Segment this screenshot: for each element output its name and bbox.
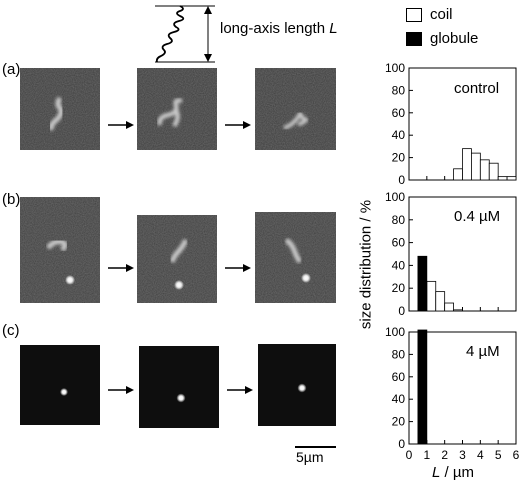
condition-label-4uM: 4 µM bbox=[466, 343, 500, 360]
legend: coil globule bbox=[406, 4, 516, 54]
hist-0-bar-coil-0 bbox=[453, 168, 463, 181]
micrograph-b2 bbox=[137, 215, 217, 303]
schematic-label-text: long-axis length bbox=[220, 20, 330, 37]
arrow-a1-head bbox=[126, 121, 134, 129]
length-arrow-head-bottom bbox=[204, 54, 212, 62]
schematic-label-var: L bbox=[329, 20, 338, 37]
hist-2-ytick-label-5: 100 bbox=[385, 325, 405, 339]
hist-0-ytick-label-4: 80 bbox=[392, 83, 406, 97]
x-axis-label-var: L bbox=[432, 464, 441, 481]
hist-0-ytick-label-3: 60 bbox=[392, 106, 406, 120]
arrow-b1-head bbox=[126, 264, 134, 272]
hist-1-bar-coil-4 bbox=[453, 309, 463, 312]
hist-2-ytick-label-3: 60 bbox=[392, 370, 406, 384]
panel-label-b: (b) bbox=[2, 191, 21, 208]
hist-1-bar-coil-1 bbox=[426, 280, 437, 312]
legend-swatch-globule bbox=[406, 32, 422, 46]
length-arrow-head-top bbox=[204, 6, 212, 14]
legend-swatch-coil bbox=[406, 8, 422, 22]
hist-0-ytick-label-0: 0 bbox=[398, 173, 405, 187]
arrow-c1-head bbox=[126, 386, 134, 394]
micrograph-c1 bbox=[20, 345, 100, 425]
hist-0-ytick-label-2: 40 bbox=[392, 128, 406, 142]
arrow-b2-head bbox=[243, 264, 251, 272]
micrograph-b3 bbox=[255, 212, 336, 303]
hist-1-bar-globule-0 bbox=[417, 255, 428, 312]
hist-1-bar-coil-3 bbox=[444, 302, 454, 312]
hist-1-ytick-label-3: 60 bbox=[392, 236, 406, 250]
hist-0-ytick-label-1: 20 bbox=[392, 151, 406, 165]
hist-1-ytick-label-2: 40 bbox=[392, 258, 406, 272]
hist-2-xtick-label-3: 3 bbox=[459, 448, 466, 462]
hist-2-ytick-label-1: 20 bbox=[392, 415, 406, 429]
micrograph-a3 bbox=[255, 68, 336, 150]
hist-0-bar-coil-1 bbox=[462, 148, 472, 181]
hist-1-ytick-label-5: 100 bbox=[385, 190, 405, 204]
x-axis-label: L / µm bbox=[432, 464, 474, 481]
micrograph-c2 bbox=[139, 346, 219, 428]
hist-0-bar-coil-3 bbox=[479, 159, 490, 181]
hist-2-ytick-label-0: 0 bbox=[398, 437, 405, 451]
hist-2-xtick-label-2: 2 bbox=[441, 448, 448, 462]
hist-2-xtick-label-5: 5 bbox=[495, 448, 502, 462]
hist-2-xtick-label-6: 6 bbox=[513, 448, 520, 462]
hist-0-bar-coil-4 bbox=[488, 162, 499, 181]
y-axis-label: size distribution / % bbox=[357, 199, 375, 330]
hist-0-bar-coil-5 bbox=[497, 176, 508, 181]
polymer-schematic bbox=[155, 5, 215, 63]
hist-1-bar-coil-2 bbox=[435, 291, 446, 312]
hist-0-bar-coil-2 bbox=[471, 152, 481, 181]
hist-2-ytick-label-4: 80 bbox=[392, 347, 406, 361]
condition-label-0-4uM: 0.4 µM bbox=[454, 208, 501, 225]
hist-2-bar-globule-0 bbox=[417, 329, 428, 445]
micrograph-b1 bbox=[20, 197, 100, 303]
micrograph-a1 bbox=[20, 68, 100, 150]
panel-label-a: (a) bbox=[2, 61, 21, 78]
arrow-a2-head bbox=[243, 121, 251, 129]
x-axis-label-unit: / µm bbox=[440, 464, 474, 481]
arrow-c2-head bbox=[245, 386, 253, 394]
legend-label-coil: coil bbox=[430, 6, 453, 23]
hist-1-ytick-label-1: 20 bbox=[392, 281, 406, 295]
condition-label-control: control bbox=[454, 80, 500, 97]
hist-2-xtick-label-1: 1 bbox=[423, 448, 430, 462]
hist-2-ytick-label-2: 40 bbox=[392, 392, 406, 406]
hist-2-xtick-label-0: 0 bbox=[406, 448, 413, 462]
coil-chain-icon bbox=[155, 5, 185, 63]
hist-0-bar-coil-6 bbox=[506, 176, 517, 181]
micrograph-c3 bbox=[258, 344, 336, 426]
micrograph-a2 bbox=[137, 68, 217, 150]
micrograph-grid bbox=[20, 68, 336, 448]
hist-1-ytick-label-4: 80 bbox=[392, 213, 406, 227]
hist-1-ytick-label-0: 0 bbox=[398, 304, 405, 318]
panel-label-c: (c) bbox=[2, 322, 20, 339]
schematic-label: long-axis length L bbox=[220, 20, 338, 37]
legend-label-globule: globule bbox=[430, 30, 479, 47]
scalebar-label: 5µm bbox=[296, 449, 324, 465]
hist-2-xtick-label-4: 4 bbox=[477, 448, 484, 462]
hist-0-ytick-label-5: 100 bbox=[385, 61, 405, 75]
